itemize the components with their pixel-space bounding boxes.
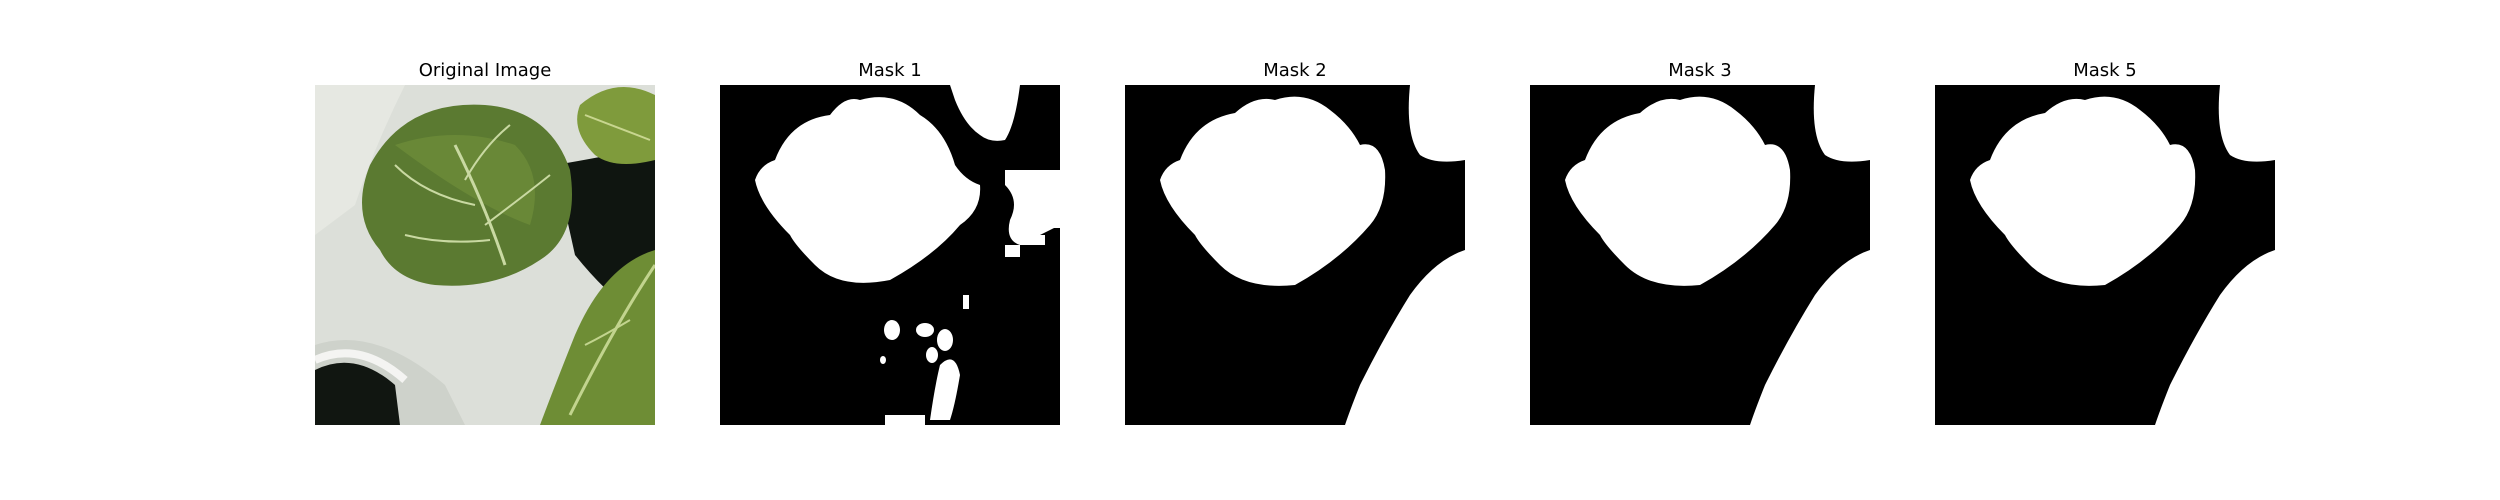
- panel-mask-2: Mask 2: [1125, 0, 1465, 500]
- panel-title: Original Image: [418, 60, 552, 81]
- panel-title: Mask 2: [1263, 60, 1327, 81]
- mask-2-image: [1125, 85, 1465, 425]
- panel-original: Original Image: [315, 0, 655, 500]
- original-image: [315, 85, 655, 425]
- mask-1-image: [720, 85, 1060, 425]
- panel-title: Mask 3: [1668, 60, 1732, 81]
- panel-title: Mask 1: [858, 60, 922, 81]
- mask-5-image: [1935, 85, 2275, 425]
- mask-3-image: [1530, 85, 1870, 425]
- panel-mask-3: Mask 3: [1530, 0, 1870, 500]
- panel-mask-5: Mask 5: [1935, 0, 2275, 500]
- panel-mask-1: Mask 1: [720, 0, 1060, 500]
- panel-title: Mask 5: [2073, 60, 2137, 81]
